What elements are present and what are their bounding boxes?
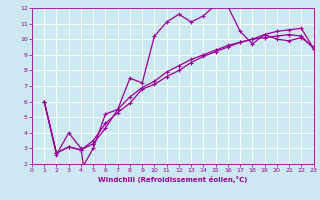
X-axis label: Windchill (Refroidissement éolien,°C): Windchill (Refroidissement éolien,°C) <box>98 176 247 183</box>
